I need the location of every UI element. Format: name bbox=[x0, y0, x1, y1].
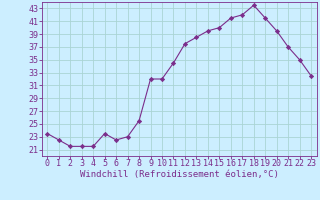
X-axis label: Windchill (Refroidissement éolien,°C): Windchill (Refroidissement éolien,°C) bbox=[80, 170, 279, 179]
